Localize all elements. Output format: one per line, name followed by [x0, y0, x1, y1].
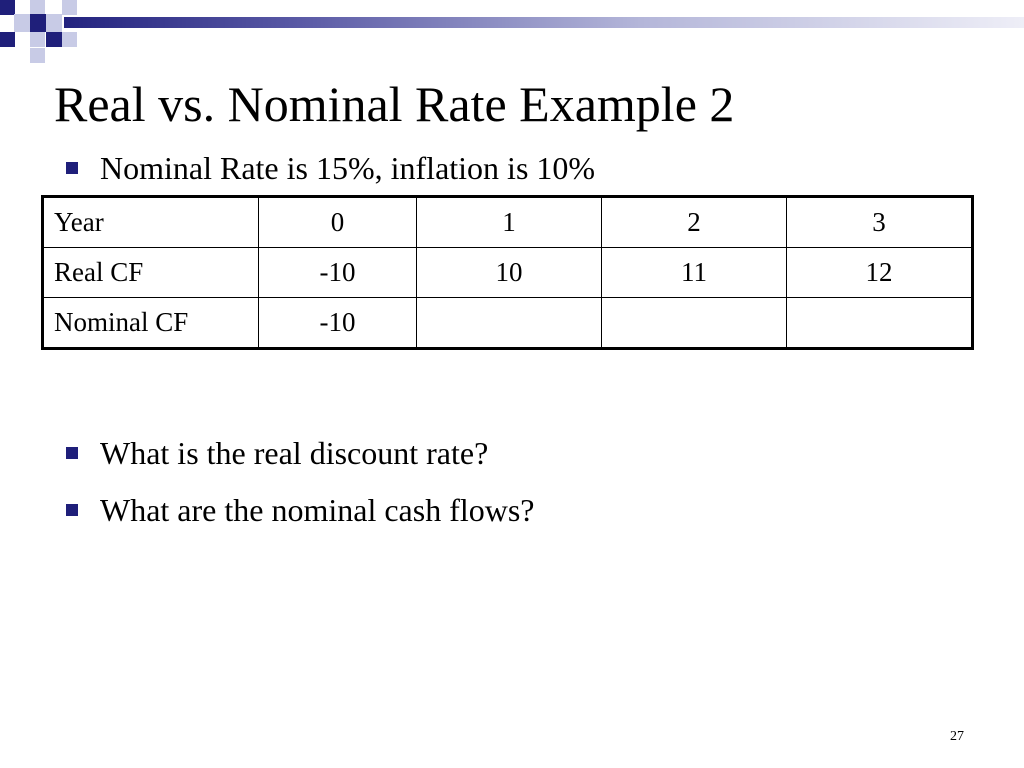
cash-flow-table: Year 0 1 2 3 Real CF -10 10 11 12 Nomina…	[41, 195, 974, 350]
decor-square	[46, 32, 62, 47]
square-bullet-icon	[66, 504, 78, 516]
decor-square	[30, 0, 45, 15]
decor-square	[62, 32, 77, 47]
table-cell: Year	[42, 196, 259, 248]
decor-square	[62, 0, 77, 15]
table-cell: 12	[786, 247, 973, 298]
table-cell: -10	[258, 297, 417, 349]
header-gradient-bar	[64, 17, 1024, 28]
table-cell: Real CF	[42, 247, 259, 298]
decor-square	[30, 32, 45, 47]
table-cell: 3	[786, 196, 973, 248]
decor-square	[14, 14, 30, 32]
square-bullet-icon	[66, 447, 78, 459]
table-row: Real CF -10 10 11 12	[42, 247, 973, 298]
table-row: Nominal CF -10	[42, 297, 973, 349]
corner-decoration	[0, 0, 100, 70]
decor-square	[0, 0, 15, 15]
bullet-item: Nominal Rate is 15%, inflation is 10%	[66, 148, 595, 188]
slide-title: Real vs. Nominal Rate Example 2	[54, 76, 735, 132]
table-cell: 10	[416, 247, 602, 298]
decor-square	[30, 48, 45, 63]
bullet-text: What are the nominal cash flows?	[100, 492, 535, 528]
table-cell: 0	[258, 196, 417, 248]
table-cell: 11	[601, 247, 787, 298]
decor-square	[30, 14, 46, 32]
table-cell: 1	[416, 196, 602, 248]
table-row: Year 0 1 2 3	[42, 196, 973, 248]
table-cell: -10	[258, 247, 417, 298]
decor-square	[46, 14, 62, 32]
table-cell: 2	[601, 196, 787, 248]
square-bullet-icon	[66, 162, 78, 174]
table-cell	[601, 297, 787, 349]
bullet-item: What is the real discount rate?	[66, 433, 488, 473]
bullet-item: What are the nominal cash flows?	[66, 490, 535, 530]
bullet-text: What is the real discount rate?	[100, 435, 489, 471]
decor-square	[0, 32, 15, 47]
table-cell	[786, 297, 973, 349]
bullet-text: Nominal Rate is 15%, inflation is 10%	[100, 150, 596, 186]
table-cell	[416, 297, 602, 349]
page-number: 27	[950, 729, 964, 744]
table-cell: Nominal CF	[42, 297, 259, 349]
